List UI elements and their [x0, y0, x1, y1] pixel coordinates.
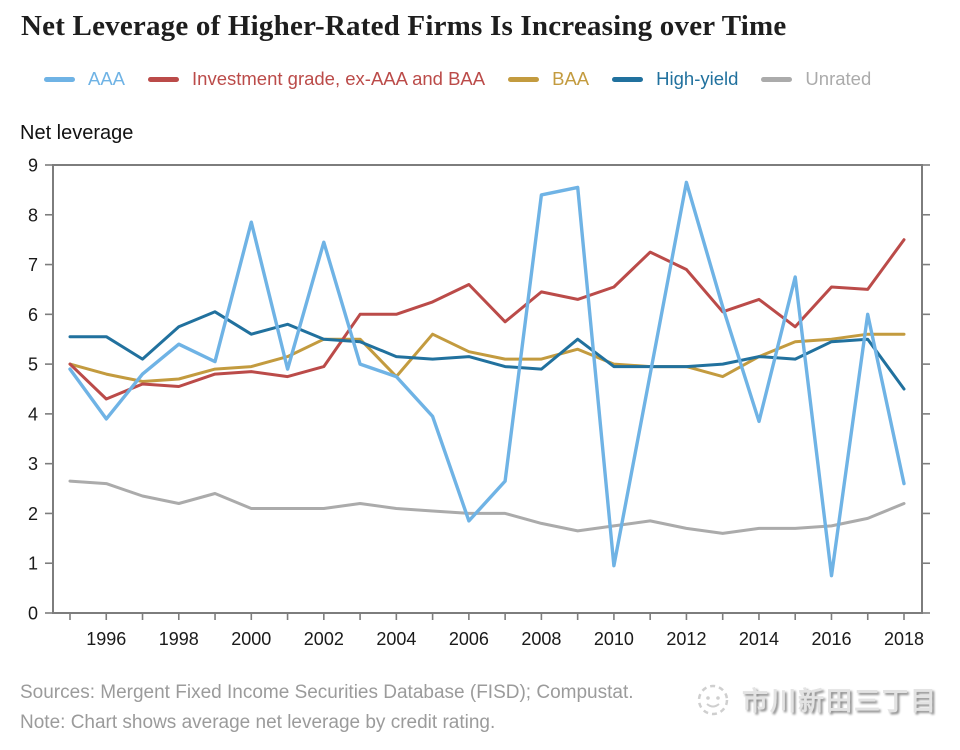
- watermark-logo-icon: [697, 684, 729, 715]
- x-tick-label: 1998: [159, 629, 199, 649]
- legend: AAA Investment grade, ex-AAA and BAA BAA Hi…: [44, 68, 872, 89]
- x-tick-label: 2018: [884, 629, 924, 649]
- legend-item-investment-grade-ex-aaa-and-baa: Investment grade, ex-AAA and BAA: [148, 68, 486, 89]
- x-tick-label: 2012: [666, 629, 706, 649]
- x-tick-label: 2002: [304, 629, 344, 649]
- watermark: 市川新田三丁目: [696, 681, 938, 718]
- x-tick-label: 2010: [594, 629, 634, 649]
- x-tick-label: 2014: [739, 629, 779, 649]
- y-tick-label: 2: [28, 504, 38, 524]
- series-line-unrated: [68, 479, 906, 535]
- series-line-baa: [68, 332, 906, 383]
- legend-swatch: [761, 76, 793, 82]
- legend-label: Unrated: [805, 68, 872, 89]
- legend-label: Investment grade, ex-AAA and BAA: [192, 68, 486, 89]
- y-tick-label: 0: [28, 604, 38, 624]
- y-tick-label: 8: [28, 205, 38, 225]
- series-line-high-yield: [68, 310, 906, 391]
- x-tick-label: 2000: [231, 629, 271, 649]
- y-axis-title: Net leverage: [20, 122, 134, 144]
- plot-border: [52, 164, 923, 614]
- legend-swatch: [44, 76, 75, 82]
- line-chart-canvas: 0 1 2 3 4 5 6 7 8 9 1996 1998 2000 2002 2004 2006 2008 20…: [28, 156, 930, 649]
- y-tick-label: 3: [28, 454, 38, 474]
- x-tick-label: 2006: [449, 629, 489, 649]
- legend-swatch: [508, 76, 540, 82]
- legend-label: BAA: [552, 68, 590, 89]
- legend-swatch: [148, 76, 180, 82]
- legend-swatch: [612, 76, 644, 82]
- y-tick-label: 1: [28, 554, 38, 574]
- legend-item-unrated: Unrated: [761, 68, 872, 89]
- x-tick-label: 2004: [376, 629, 416, 649]
- legend-item-aaa: AAA: [44, 68, 126, 89]
- watermark-text: 市川新田三丁目: [742, 686, 939, 716]
- legend-item-high-yield: High-yield: [612, 68, 739, 89]
- x-tick-label: 1996: [86, 629, 126, 649]
- chart-title: Net Leverage of Higher-Rated Firms Is In…: [21, 10, 787, 42]
- series-line-investment-grade-ex-aaa-and-baa: [68, 238, 906, 401]
- legend-item-baa: BAA: [508, 68, 590, 89]
- y-tick-label: 6: [28, 305, 38, 325]
- legend-label: High-yield: [656, 68, 739, 89]
- x-tick-label: 2016: [811, 629, 851, 649]
- legend-label: AAA: [88, 68, 126, 89]
- y-tick-label: 4: [28, 404, 38, 424]
- sources-note: Sources: Mergent Fixed Income Securities…: [20, 682, 634, 703]
- y-tick-label: 9: [28, 156, 38, 176]
- series-line-aaa: [68, 180, 906, 578]
- chart-note: Note: Chart shows average net leverage b…: [20, 712, 496, 733]
- y-tick-label: 5: [28, 355, 38, 375]
- x-tick-label: 2008: [521, 629, 561, 649]
- y-tick-label: 7: [28, 255, 38, 275]
